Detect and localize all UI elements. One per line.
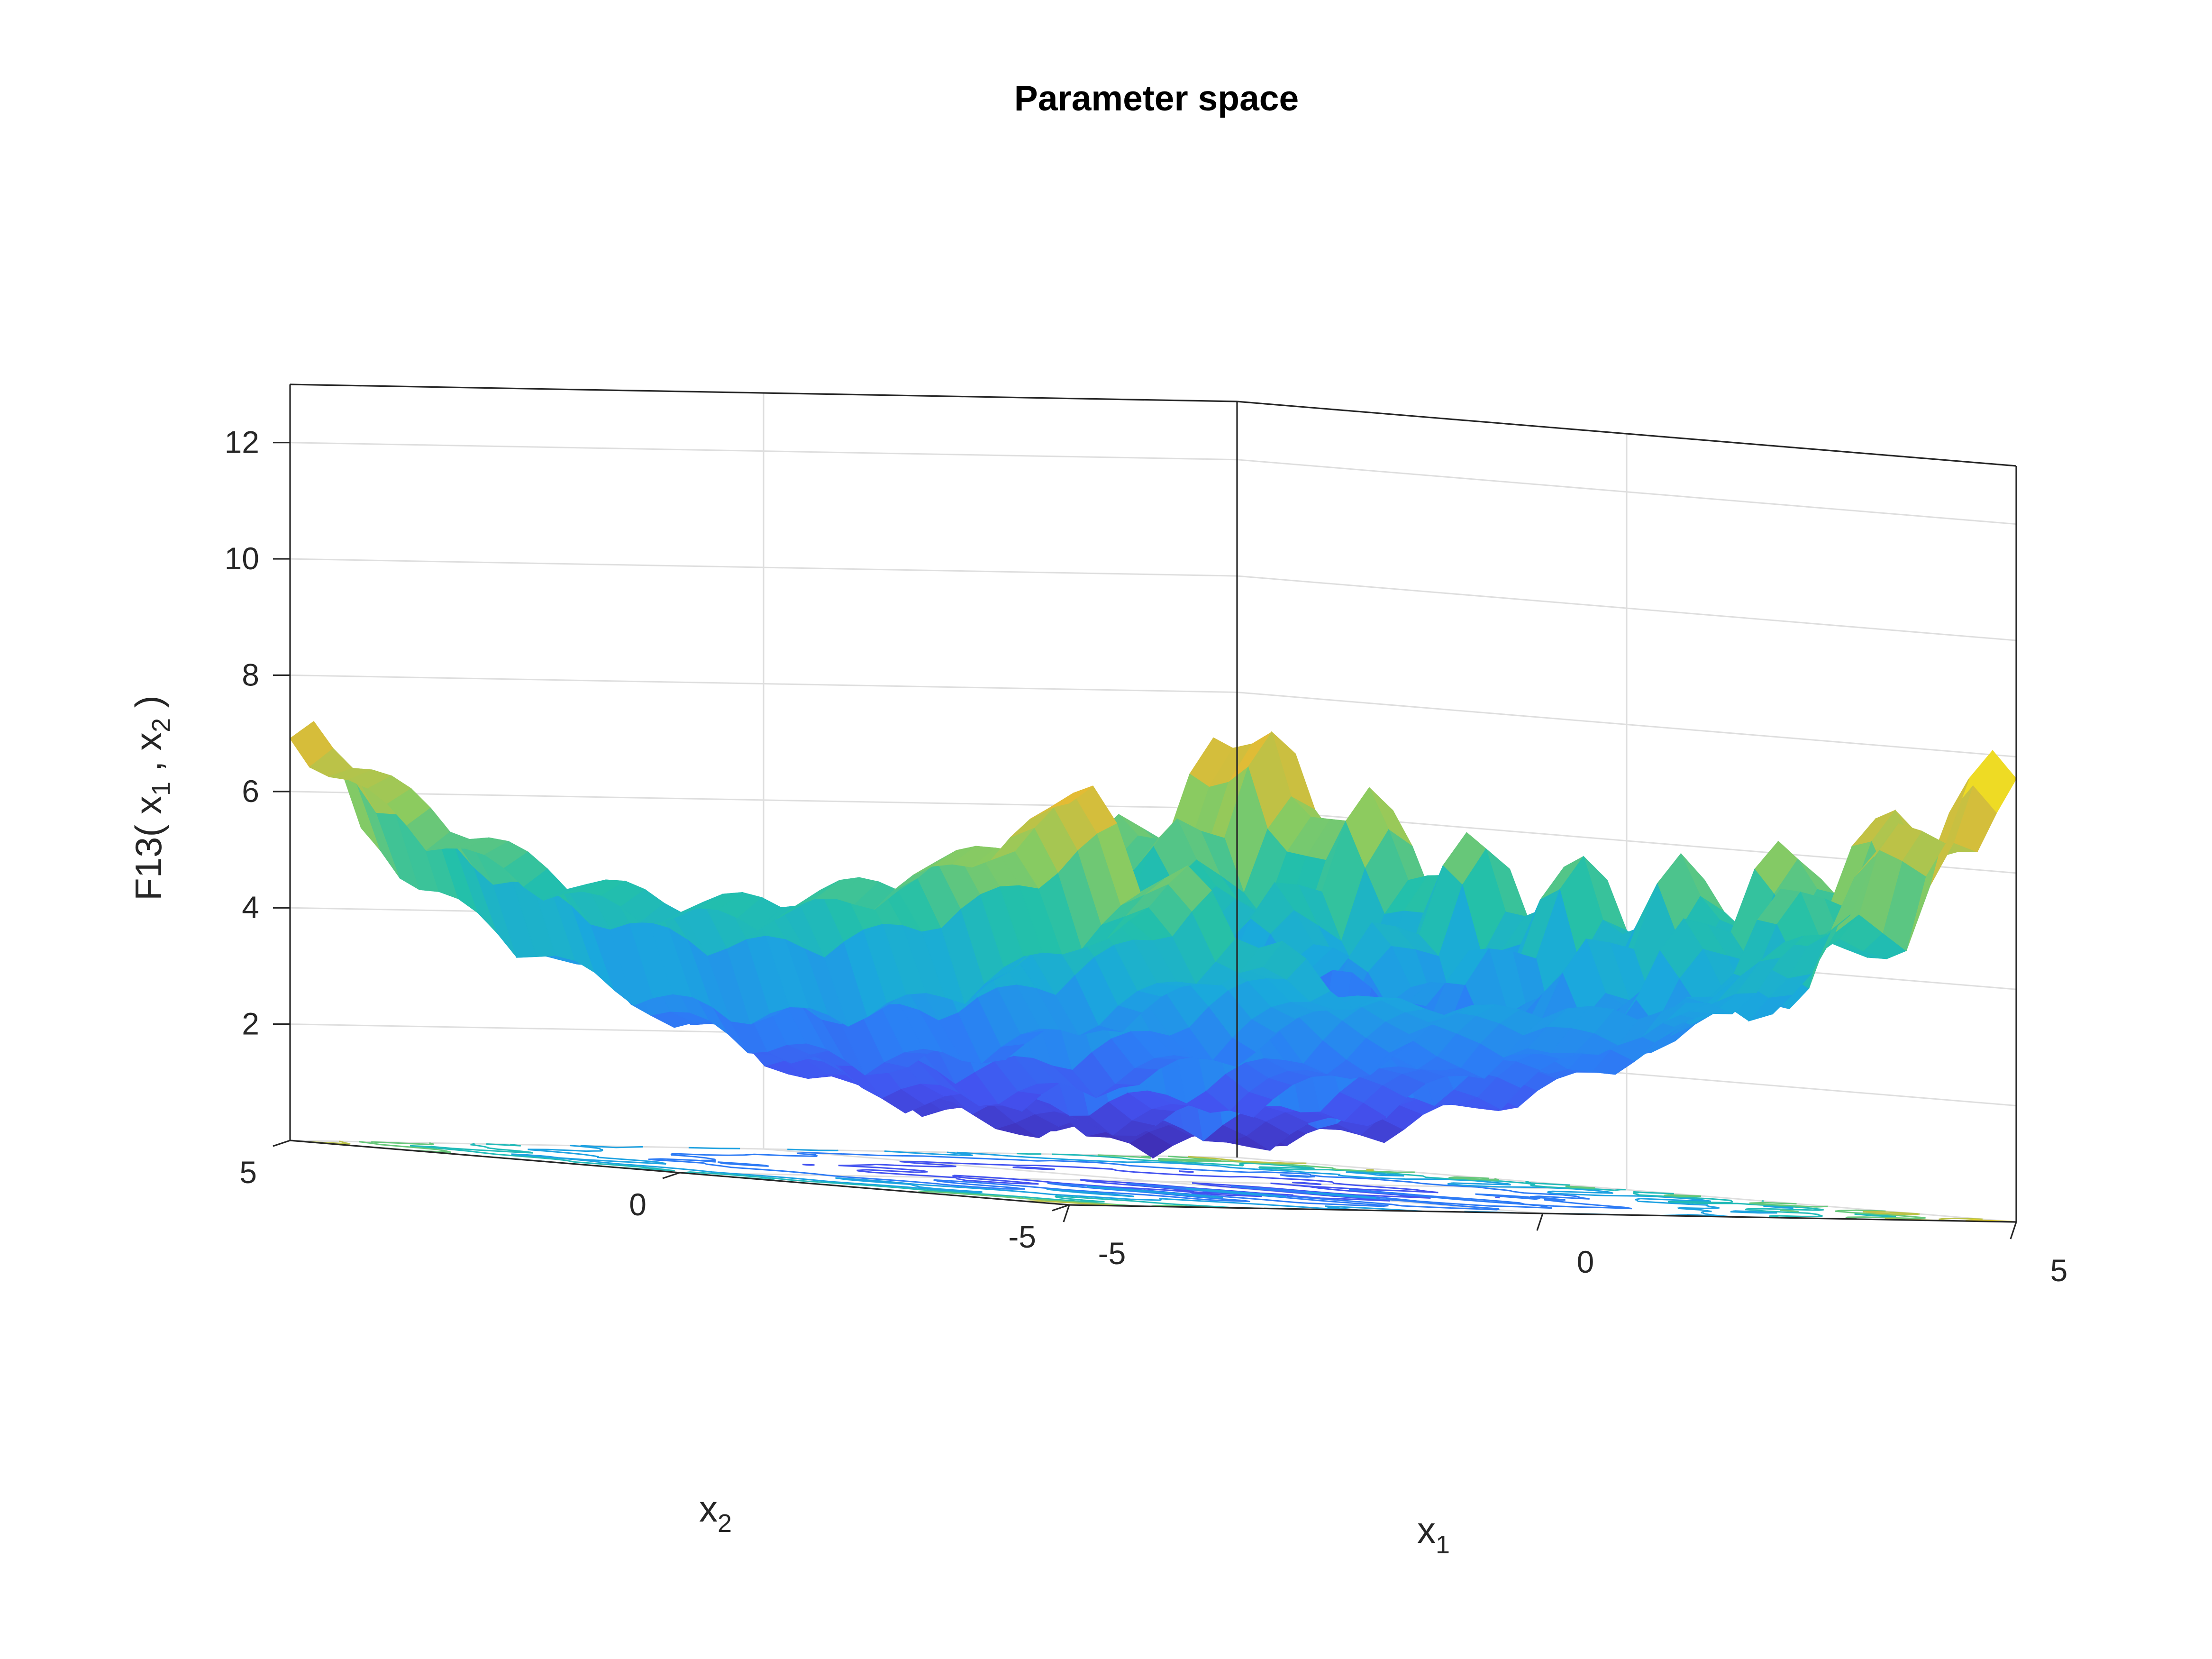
x-axis-label: x1 (1417, 1509, 1450, 1559)
contour-level-2 (511, 1145, 1793, 1218)
contour-level-1 (648, 1152, 1632, 1211)
surface-plot (289, 721, 2017, 1159)
x-tick-0 (1063, 1204, 1070, 1222)
y-tick-label-0: -5 (1008, 1219, 1036, 1254)
z-tick-label-0: 2 (242, 1006, 259, 1041)
z-tick-label-4: 10 (225, 541, 259, 576)
y-tick-2 (273, 1139, 291, 1147)
z-tick-label-1: 4 (242, 890, 259, 925)
z-tick-label-5: 12 (225, 425, 259, 460)
surface-patch (1049, 785, 1093, 808)
y-tick-label-2: 5 (239, 1155, 257, 1190)
z-axis-label: F13( x1 , x2 ) (127, 695, 175, 901)
y-axis-label: x2 (699, 1488, 732, 1538)
chart-title: Parameter space (1014, 78, 1299, 118)
x-tick-2 (2010, 1221, 2017, 1240)
z-tick-label-2: 6 (242, 774, 259, 809)
y-tick-0 (1052, 1204, 1070, 1212)
x-tick-1 (1536, 1213, 1544, 1231)
x-tick-label-1: 0 (1577, 1244, 1594, 1279)
top-side-edge (1237, 401, 2017, 467)
top-back-edge (290, 383, 1238, 402)
x-tick-label-2: 5 (2050, 1253, 2068, 1288)
y-tick-1 (662, 1172, 680, 1179)
axis-ticks: -5 0 5 -5 0 5 2 4 6 8 10 12 (225, 425, 2068, 1288)
contour-plot (307, 1140, 2012, 1222)
z-tick-label-3: 8 (242, 657, 259, 692)
contour-level-0 (802, 1160, 1500, 1202)
x-tick-label-0: -5 (1098, 1236, 1126, 1271)
y-tick-label-1: 0 (629, 1187, 646, 1222)
